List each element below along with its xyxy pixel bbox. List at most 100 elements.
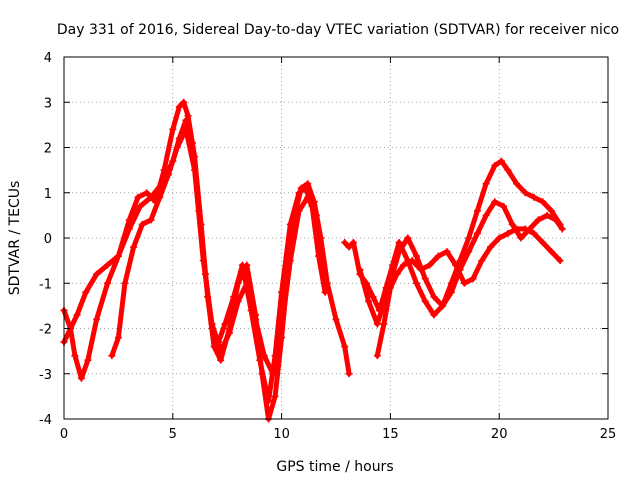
data-point-marker [234,279,242,287]
data-point-marker [393,270,401,278]
data-point-marker [430,311,438,319]
data-point-marker [349,239,357,247]
data-point-marker [297,184,305,192]
data-point-marker [534,216,542,224]
data-point-marker [460,279,468,287]
data-point-marker [380,320,388,328]
data-point-marker [486,243,494,251]
grid-layer [64,57,608,419]
data-point-marker [473,229,481,237]
data-point-marker [395,239,403,247]
data-point-marker [323,279,331,287]
data-point-marker [543,211,551,219]
x-axis-label: GPS time / hours [276,459,393,475]
data-point-marker [556,257,564,265]
data-point-marker [108,352,116,360]
data-point-marker [426,261,434,269]
data-point-marker [258,370,266,378]
data-point-marker [513,180,521,188]
data-point-marker [500,202,508,210]
data-point-marker [143,189,151,197]
data-point-marker [271,392,279,400]
data-point-marker [221,320,229,328]
data-point-marker [399,261,407,269]
data-point-marker [552,216,560,224]
data-point-marker [175,103,183,111]
data-point-marker [421,297,429,305]
data-point-marker [521,225,529,233]
x-tick-label: 0 [60,427,68,442]
data-point-marker [125,216,133,224]
data-point-marker [251,315,259,323]
data-point-marker [180,98,188,106]
data-point-marker [345,370,353,378]
y-axis-label: SDTVAR / TECUs [7,181,23,296]
data-point-marker [447,288,455,296]
tick-layer: 0 5 10 15 20 25 -4 -3 -2 -1 0 1 2 3 4 [39,51,616,442]
data-point-marker [482,180,490,188]
data-point-marker [156,193,164,201]
y-tick-label: -4 [39,413,52,428]
data-point-marker [114,334,122,342]
data-point-marker [482,211,490,219]
data-point-marker [341,343,349,351]
data-point-marker [539,198,547,206]
data-point-marker [93,270,101,278]
data-point-marker [345,243,353,251]
data-point-marker [121,279,129,287]
data-point-marker [539,239,547,247]
y-tick-label: -2 [39,323,52,338]
data-point-marker [317,234,325,242]
y-tick-label: 0 [44,232,52,247]
data-point-marker [217,347,225,355]
data-point-marker [312,211,320,219]
data-point-marker [521,189,529,197]
data-point-marker [225,329,233,337]
data-point-marker [434,252,442,260]
data-point-marker [191,166,199,174]
data-point-marker [491,162,499,170]
data-point-marker [408,257,416,265]
data-point-marker [443,248,451,256]
data-point-marker [373,352,381,360]
data-point-marker [243,279,251,287]
data-point-marker [504,166,512,174]
data-point-marker [104,261,112,269]
data-point-marker [413,252,421,260]
data-point-marker [558,225,566,233]
data-point-marker [513,225,521,233]
y-tick-label: -1 [39,277,52,292]
data-point-marker [164,171,172,179]
data-point-marker [278,325,286,332]
data-point-marker [182,125,190,133]
data-point-marker [421,275,429,283]
data-point-marker [356,266,364,274]
data-point-marker [295,207,303,215]
data-point-marker [495,234,503,242]
data-point-marker [465,234,473,242]
data-point-marker [395,248,403,256]
data-point-marker [491,198,499,206]
data-point-marker [373,320,381,328]
x-tick-label: 10 [273,427,290,442]
data-point-marker [417,266,425,274]
y-tick-label: 3 [44,96,52,111]
data-point-marker [73,311,81,319]
data-point-marker [369,293,377,301]
data-point-marker [517,234,525,242]
data-point-marker [504,229,512,237]
data-point-marker [134,193,142,201]
data-point-marker [341,239,349,247]
series-layer [60,98,566,423]
data-point-marker [508,220,516,228]
data-point-marker [478,257,486,265]
data-point-marker [234,297,242,305]
data-point-marker [430,293,438,301]
data-point-marker [199,257,207,265]
data-point-marker [547,207,555,215]
data-point-marker [404,234,412,242]
data-point-marker [473,207,481,215]
data-point-marker [332,315,340,323]
data-point-marker [147,216,155,224]
data-point-marker [130,243,138,251]
